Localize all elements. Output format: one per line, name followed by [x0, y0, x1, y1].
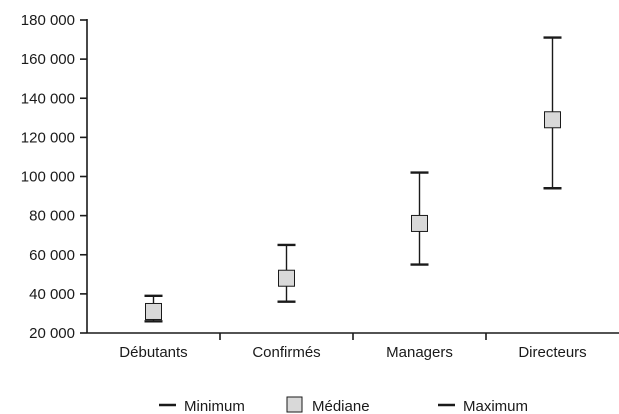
x-tick-label: Débutants: [119, 344, 187, 361]
range-group: [543, 36, 562, 190]
legend-maximum-label: Maximum: [463, 398, 528, 414]
x-tick-label: Directeurs: [518, 344, 586, 361]
y-tick-label: 120 000: [21, 129, 75, 146]
y-tick-label: 100 000: [21, 169, 75, 186]
legend-item-mediane: Médiane: [286, 396, 370, 414]
y-tick-label: 20 000: [29, 325, 75, 342]
legend-mediane-swatch: [286, 396, 303, 413]
y-tick-label: 140 000: [21, 90, 75, 107]
range-group: [144, 294, 163, 323]
y-axis: 20 000 40 000 60 000 80 000 100 000 120 000 14…: [21, 12, 88, 342]
x-tick-label: Managers: [386, 344, 453, 361]
x-tick-label: Confirmés: [252, 344, 320, 361]
y-tick-label: 180 000: [21, 12, 75, 29]
range-group: [277, 243, 296, 303]
range-group: [410, 171, 429, 266]
legend-minimum-label: Minimum: [184, 398, 245, 414]
y-tick-label: 160 000: [21, 51, 75, 68]
legend-item-maximum: Maximum: [438, 398, 528, 414]
range-series: [144, 36, 562, 323]
legend: Minimum Médiane Maximum: [159, 396, 528, 414]
y-tick-label: 80 000: [29, 208, 75, 225]
legend-item-minimum: Minimum: [159, 398, 245, 414]
median-marker: [411, 214, 428, 232]
median-marker: [278, 269, 295, 287]
median-marker: [544, 111, 561, 129]
median-marker: [145, 302, 162, 320]
y-tick-label: 60 000: [29, 247, 75, 264]
y-tick-label: 40 000: [29, 286, 75, 303]
legend-mediane-label: Médiane: [312, 398, 370, 414]
x-axis: Débutants Confirmés Managers Directeurs: [87, 332, 619, 361]
